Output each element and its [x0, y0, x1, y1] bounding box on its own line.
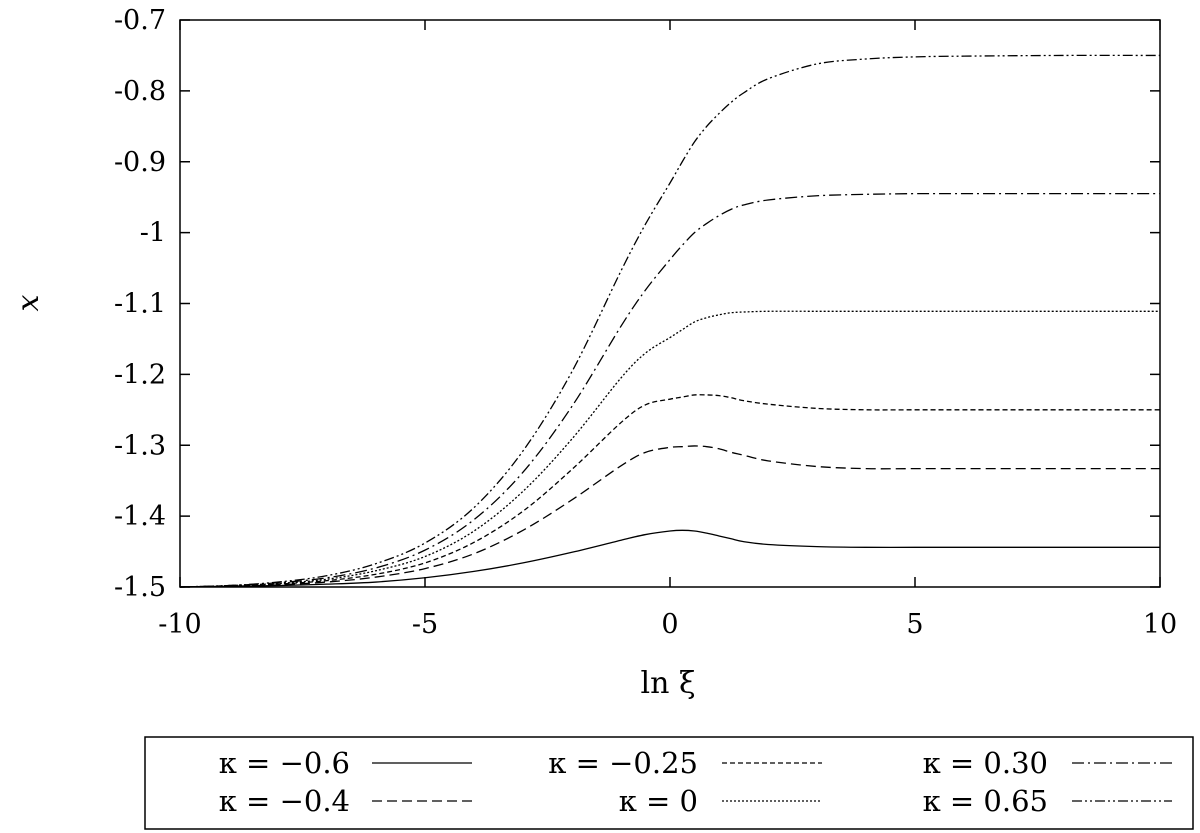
- series-line-6: [179, 54, 1161, 588]
- series-line-2: [179, 445, 1160, 588]
- legend-label: κ = 0: [619, 784, 698, 818]
- y-tick-label: -1.1: [114, 289, 166, 320]
- plot-frame: [179, 19, 1161, 588]
- series-line-5: [179, 192, 1160, 588]
- y-tick-label: -0.9: [114, 147, 166, 178]
- y-tick-label: -1.2: [114, 359, 166, 390]
- x-axis: -10 -5 0 5 10: [158, 20, 1177, 640]
- legend-label: κ = 0.30: [923, 746, 1048, 780]
- legend-label: κ = 0.65: [923, 784, 1048, 818]
- x-tick-label: 5: [906, 609, 923, 640]
- x-tick-label: -5: [412, 609, 438, 640]
- legend: κ = −0.6 κ = −0.4 κ = −0.25 κ = 0 κ = 0.30 κ …: [219, 746, 1172, 818]
- y-tick-label: -0.8: [114, 76, 166, 107]
- y-axis: -1.5 -1.4 -1.3 -1.2 -1.1 -1 -0.9 -0.8 -0.7: [114, 5, 1160, 603]
- legend-label: κ = −0.6: [219, 746, 350, 780]
- y-axis-label: x: [11, 294, 46, 311]
- legend-label: κ = −0.25: [548, 746, 698, 780]
- legend-box: [144, 736, 1194, 830]
- series-line-3: [179, 394, 1160, 588]
- y-tick-label: -1.4: [114, 501, 166, 532]
- legend-label: κ = −0.4: [219, 784, 350, 818]
- y-tick-label: -1.5: [114, 572, 166, 603]
- y-tick-label: -1: [140, 218, 166, 249]
- x-axis-label: ln ξ: [641, 666, 696, 701]
- y-tick-label: -0.7: [114, 5, 166, 36]
- series-line-1: [179, 529, 1160, 588]
- series-line-4: [179, 310, 1160, 588]
- x-tick-label: 0: [661, 609, 678, 640]
- x-tick-label: 10: [1143, 609, 1177, 640]
- y-tick-label: -1.3: [114, 430, 166, 461]
- series-lines: [179, 54, 1161, 588]
- x-tick-label: -10: [158, 609, 201, 640]
